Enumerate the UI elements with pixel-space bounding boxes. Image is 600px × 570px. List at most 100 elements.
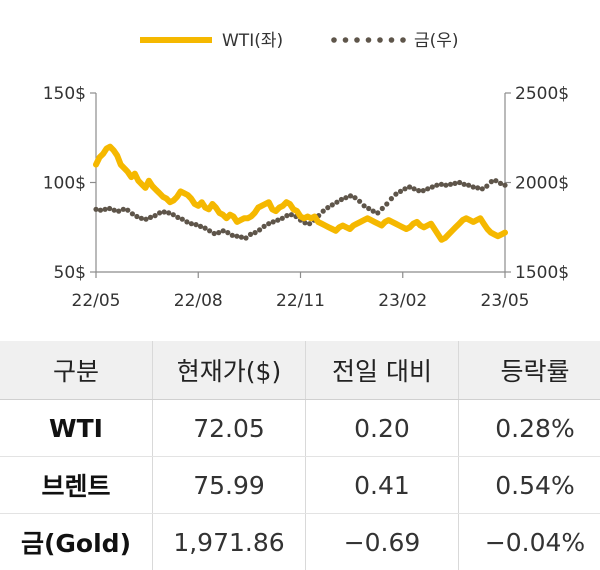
- gold-point: [389, 196, 394, 201]
- gold-point: [207, 228, 212, 233]
- gold-point: [280, 216, 285, 221]
- x-tick-label: 22/05: [72, 291, 121, 311]
- gold-point: [371, 209, 376, 214]
- gold-point: [143, 217, 148, 222]
- gold-point: [166, 210, 171, 215]
- legend-label-wti: WTI(좌): [222, 31, 283, 51]
- gold-point: [248, 232, 253, 237]
- gold-point: [139, 216, 144, 221]
- row-label: WTI: [0, 400, 153, 457]
- header-change-rate: 등락률: [459, 341, 600, 400]
- gold-point: [148, 215, 153, 220]
- x-tick-label: 23/05: [481, 291, 530, 311]
- gold-point: [107, 206, 112, 211]
- gold-point: [502, 183, 507, 188]
- gold-point: [407, 184, 412, 189]
- gold-point: [284, 213, 289, 218]
- table-row: WTI 72.05 0.20 0.28%: [0, 400, 600, 457]
- gold-point: [402, 186, 407, 191]
- chart-legend: WTI(좌) 금(우): [140, 31, 459, 51]
- x-ticks: 22/05 22/08 22/11 23/02 23/05: [72, 272, 530, 311]
- row-label: 브렌트: [0, 457, 153, 514]
- gold-point: [103, 207, 108, 212]
- gold-point: [153, 213, 158, 218]
- oil-gold-chart: WTI(좌) 금(우) 150$100$50$ 2500$2000$1500$ …: [0, 0, 600, 335]
- gold-point: [375, 210, 380, 215]
- gold-point: [425, 186, 430, 191]
- gold-point: [134, 214, 139, 219]
- gold-point: [221, 228, 226, 233]
- gold-point: [230, 233, 235, 238]
- legend-dot: [389, 37, 395, 43]
- gold-point: [498, 181, 503, 186]
- left-y-ticks: 150$100$50$: [43, 84, 96, 283]
- gold-point: [452, 181, 457, 186]
- gold-point: [334, 200, 339, 205]
- gold-point: [112, 208, 117, 213]
- cell-rate: 0.28%: [459, 400, 600, 457]
- gold-point: [480, 186, 485, 191]
- right-tick-label: 2500$: [515, 84, 569, 104]
- gold-point: [321, 209, 326, 214]
- left-tick-label: 150$: [43, 84, 86, 104]
- gold-point: [484, 184, 489, 189]
- cell-change: −0.69: [306, 514, 459, 570]
- legend-label-gold: 금(우): [414, 31, 459, 51]
- gold-point: [157, 210, 162, 215]
- gold-point: [398, 189, 403, 194]
- gold-point: [93, 207, 98, 212]
- cell-change: 0.41: [306, 457, 459, 514]
- legend-dot: [331, 37, 337, 43]
- gold-point: [98, 208, 103, 213]
- gold-point: [216, 230, 221, 235]
- cell-rate: −0.04%: [459, 514, 600, 570]
- gold-point: [266, 221, 271, 226]
- right-tick-label: 1500$: [515, 263, 569, 283]
- right-y-ticks: 2500$2000$1500$: [505, 84, 569, 283]
- legend-dot: [354, 37, 360, 43]
- gold-point: [380, 206, 385, 211]
- legend-swatch-gold: [331, 37, 406, 43]
- x-tick-label: 23/02: [378, 291, 427, 311]
- series-wti-line: [96, 147, 505, 240]
- gold-point: [257, 227, 262, 232]
- gold-point: [271, 219, 276, 224]
- gold-point: [434, 183, 439, 188]
- gold-point: [412, 186, 417, 191]
- cell-change: 0.20: [306, 400, 459, 457]
- gold-point: [203, 226, 208, 231]
- gold-point: [171, 212, 176, 217]
- x-tick-label: 22/08: [174, 291, 223, 311]
- gold-point: [466, 183, 471, 188]
- gold-point: [130, 211, 135, 216]
- gold-point: [253, 230, 258, 235]
- gold-point: [193, 222, 198, 227]
- row-label: 금(Gold): [0, 514, 153, 570]
- cell-rate: 0.54%: [459, 457, 600, 514]
- gold-point: [384, 201, 389, 206]
- legend-dot: [343, 37, 349, 43]
- gold-point: [116, 209, 121, 214]
- cell-price: 72.05: [153, 400, 306, 457]
- gold-point: [307, 221, 312, 226]
- header-change: 전일 대비: [306, 341, 459, 400]
- gold-point: [352, 195, 357, 200]
- gold-point: [330, 202, 335, 207]
- gold-point: [239, 235, 244, 240]
- gold-point: [439, 182, 444, 187]
- legend-dot: [377, 37, 383, 43]
- gold-point: [325, 205, 330, 210]
- gold-point: [243, 235, 248, 240]
- gold-point: [443, 183, 448, 188]
- gold-point: [471, 184, 476, 189]
- gold-point: [175, 215, 180, 220]
- header-category: 구분: [0, 341, 153, 400]
- gold-point: [180, 217, 185, 222]
- legend-dot: [400, 37, 406, 43]
- gold-point: [275, 218, 280, 223]
- cell-price: 75.99: [153, 457, 306, 514]
- x-tick-label: 22/11: [276, 291, 325, 311]
- gold-point: [121, 207, 126, 212]
- gold-point: [198, 224, 203, 229]
- gold-point: [362, 203, 367, 208]
